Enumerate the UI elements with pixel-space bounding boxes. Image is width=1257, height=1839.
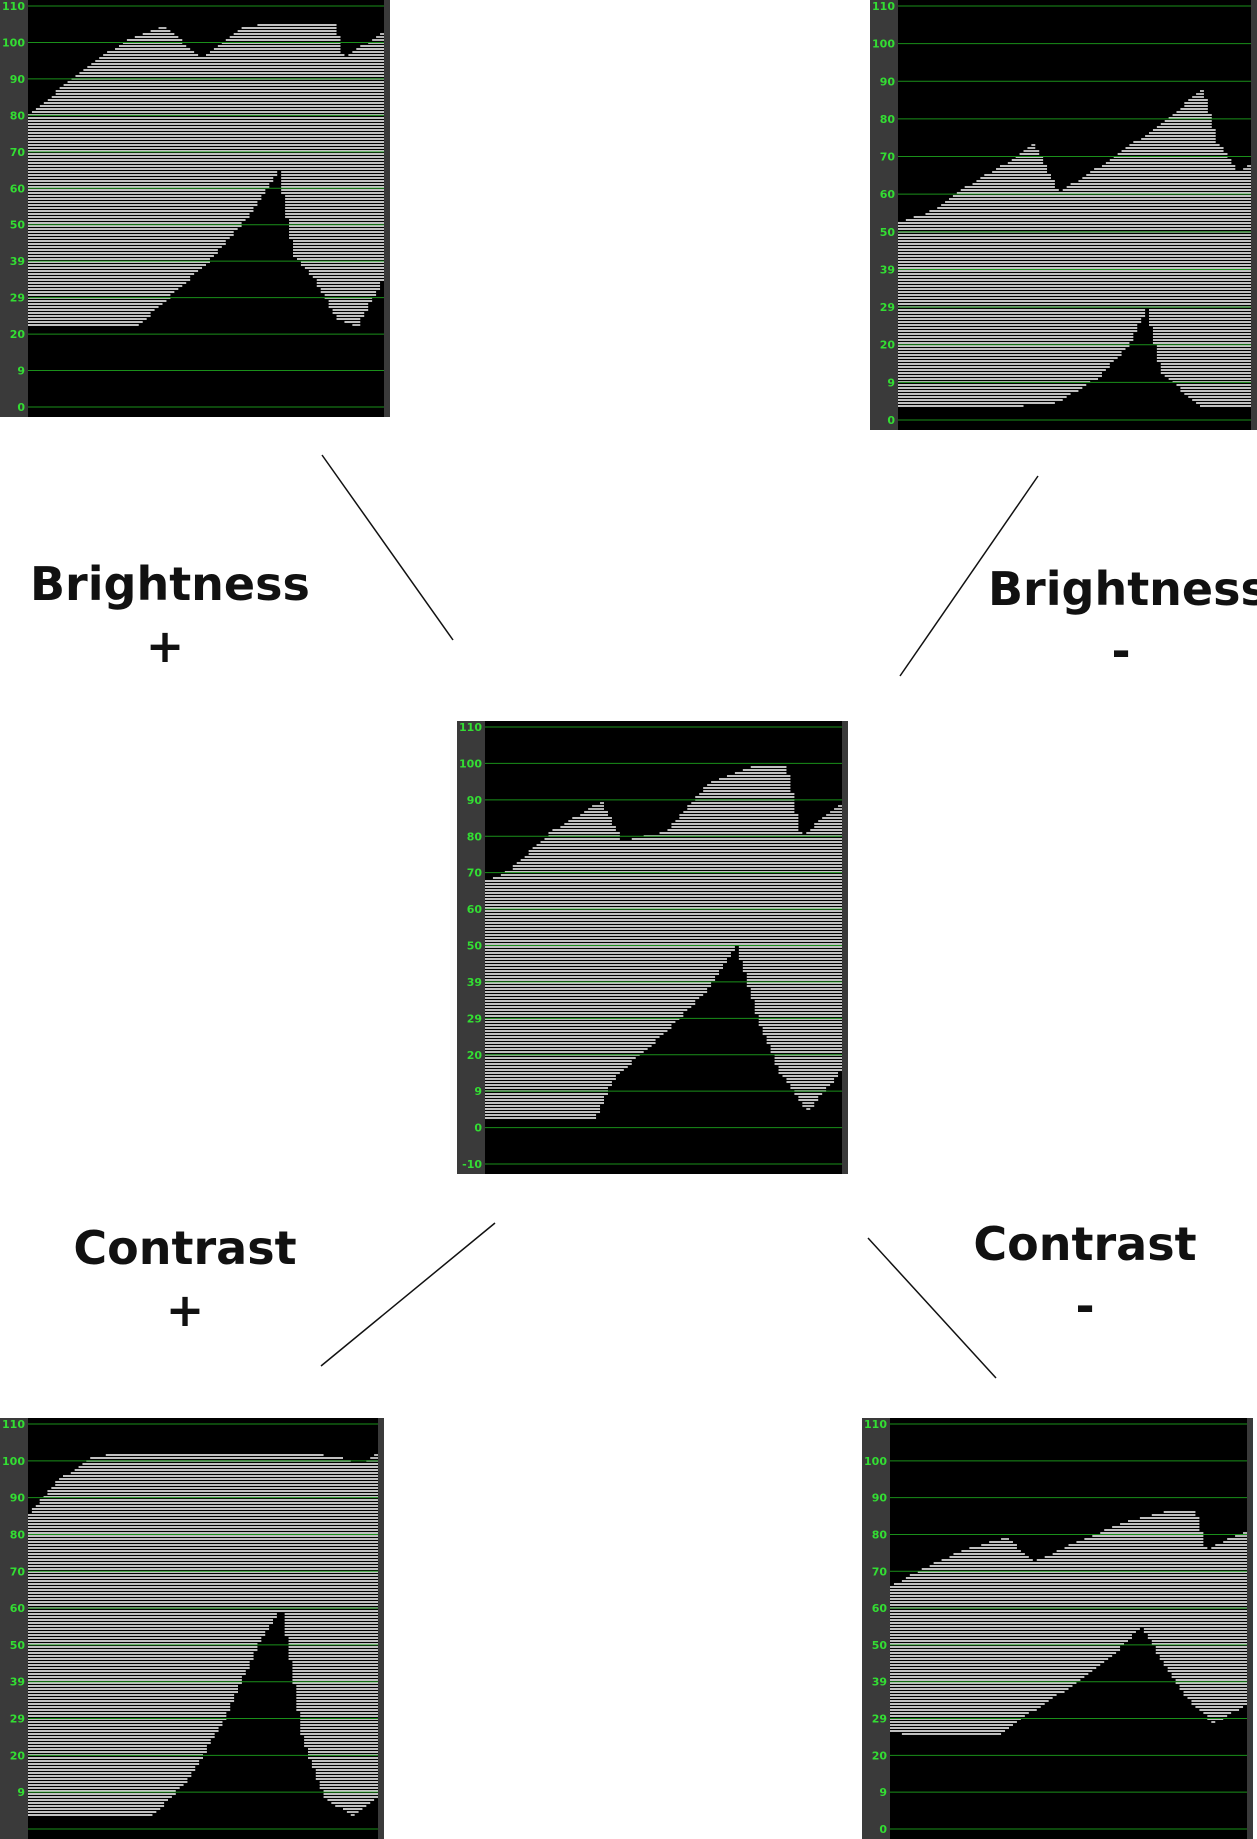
tick-label: 29 — [10, 1713, 25, 1726]
waveform-canvas: 110 100 90 80 70 60 50 39 29 20 9 — [2, 1418, 378, 1839]
tick-label: 100 — [864, 1455, 887, 1468]
tick-label: 29 — [10, 292, 25, 305]
tick-label: 80 — [467, 830, 483, 843]
tick-label: 39 — [880, 263, 895, 276]
tick-label: 110 — [459, 721, 482, 734]
tick-label: 20 — [872, 1749, 888, 1762]
tick-label: 0 — [474, 1122, 482, 1135]
label-brightness-plus-name: Brightness — [30, 557, 310, 611]
tick-label: 0 — [879, 1823, 887, 1836]
tick-label: 60 — [880, 188, 896, 201]
tick-label: 29 — [467, 1012, 482, 1025]
tick-label: 100 — [2, 36, 25, 49]
tick-label: 0 — [887, 414, 895, 427]
tick-label: 80 — [10, 1528, 26, 1541]
tick-label: 60 — [10, 1602, 26, 1615]
tick-label: 60 — [872, 1602, 888, 1615]
tick-label: 20 — [10, 1749, 26, 1762]
scope-contrast-minus: 110 100 90 80 70 60 50 39 29 20 9 0 — [862, 1418, 1253, 1839]
tick-label: 90 — [10, 73, 26, 86]
tick-label: 110 — [872, 0, 895, 13]
scope-brightness-plus: 110 100 90 80 70 60 50 39 29 20 9 0 — [0, 0, 390, 417]
label-contrast-minus-name: Contrast — [973, 1217, 1197, 1271]
waveform-trace — [28, 1454, 378, 1816]
tick-label: 9 — [474, 1085, 482, 1098]
tick-label: -10 — [462, 1158, 482, 1171]
tick-label: 0 — [17, 401, 25, 414]
tick-label: 20 — [880, 339, 896, 352]
waveform-trace — [485, 766, 842, 1119]
label-contrast-plus-sign: + — [165, 1283, 205, 1337]
tick-label: 50 — [10, 219, 26, 232]
tick-label: 70 — [10, 146, 26, 159]
tick-label: 50 — [872, 1639, 888, 1652]
tick-label: 29 — [880, 301, 895, 314]
tick-label: 70 — [880, 151, 896, 164]
tick-label: 110 — [2, 0, 25, 13]
label-brightness-minus-name: Brightness — [988, 562, 1257, 616]
tick-label: 39 — [10, 1676, 25, 1689]
connector-brightness-minus — [899, 475, 1039, 677]
label-brightness-minus-sign: - — [1111, 624, 1131, 678]
tick-label: 9 — [17, 1786, 25, 1799]
waveform-trace — [890, 1511, 1247, 1735]
tick-label: 100 — [2, 1455, 25, 1468]
tick-label: 70 — [872, 1565, 888, 1578]
label-contrast-plus-name: Contrast — [73, 1221, 297, 1275]
tick-label: 90 — [467, 794, 483, 807]
tick-label: 9 — [879, 1786, 887, 1799]
scope-brightness-minus: 110 100 90 80 70 60 50 39 29 20 9 0 — [870, 0, 1257, 430]
label-brightness-plus-sign: + — [145, 619, 185, 673]
tick-label: 39 — [10, 255, 25, 268]
tick-label: 90 — [872, 1492, 888, 1505]
label-brightness-plus: Brightness + — [30, 553, 310, 677]
waveform-trace — [28, 24, 384, 326]
tick-label: 70 — [10, 1565, 26, 1578]
tick-label: 110 — [864, 1418, 887, 1431]
label-brightness-minus: Brightness - — [988, 558, 1257, 682]
tick-label: 70 — [467, 867, 483, 880]
tick-label: 39 — [872, 1676, 887, 1689]
scope-contrast-plus: 110 100 90 80 70 60 50 39 29 20 9 — [0, 1418, 384, 1839]
tick-label: 20 — [467, 1049, 483, 1062]
tick-label: 50 — [10, 1639, 26, 1652]
tick-label: 100 — [459, 757, 482, 770]
tick-label: 80 — [872, 1528, 888, 1541]
tick-label: 9 — [887, 376, 895, 389]
label-contrast-plus: Contrast + — [60, 1217, 310, 1341]
scope-center: 110 100 90 80 70 60 50 39 29 20 9 0 -10 — [457, 721, 848, 1174]
tick-label: 50 — [467, 940, 483, 953]
tick-label: 110 — [2, 1418, 25, 1431]
tick-label: 29 — [872, 1713, 887, 1726]
tick-label: 80 — [10, 109, 26, 122]
tick-label: 90 — [880, 75, 896, 88]
tick-label: 60 — [10, 182, 26, 195]
label-contrast-minus-sign: - — [1075, 1279, 1095, 1333]
tick-label: 60 — [467, 903, 483, 916]
connector-contrast-plus — [320, 1222, 496, 1367]
tick-label: 9 — [17, 365, 25, 378]
tick-label: 80 — [880, 113, 896, 126]
label-contrast-minus: Contrast - — [960, 1213, 1210, 1337]
connector-contrast-minus — [867, 1237, 997, 1379]
tick-label: 100 — [872, 38, 895, 51]
tick-label: 50 — [880, 226, 896, 239]
connector-brightness-plus — [321, 454, 454, 641]
tick-label: 90 — [10, 1492, 26, 1505]
tick-label: 20 — [10, 328, 26, 341]
tick-label: 39 — [467, 976, 482, 989]
